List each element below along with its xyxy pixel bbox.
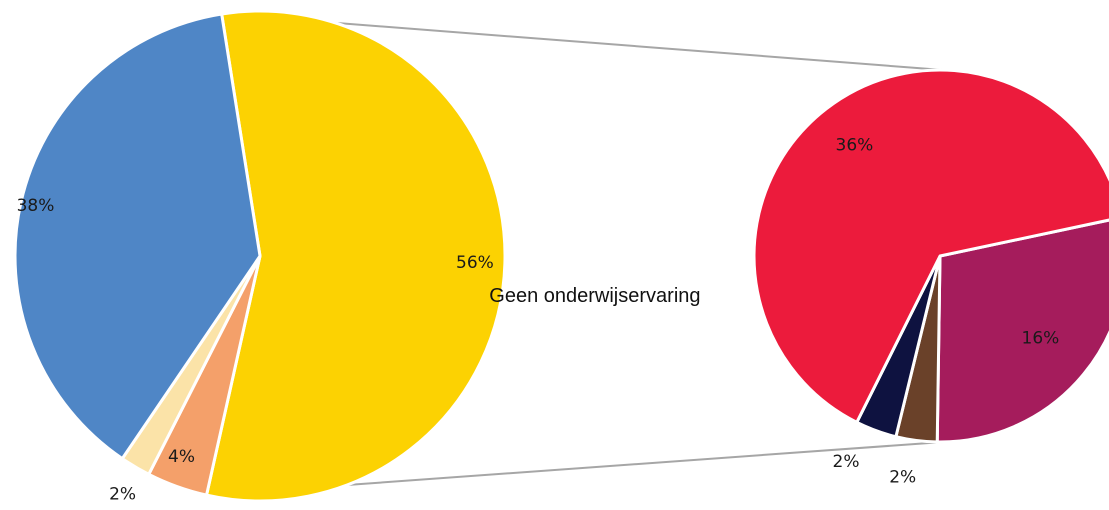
secondary-pie-value-label-3: 2%: [833, 452, 860, 472]
secondary-pie-value-label-1: 16%: [1022, 329, 1060, 349]
main-pie-value-label-1: 56%: [456, 253, 494, 273]
main-pie-value-label-4: 38%: [17, 196, 55, 216]
secondary-pie-value-label-4: 36%: [836, 135, 874, 155]
connector-line-top: [221, 13, 944, 72]
secondary-pie-slice-4: [752, 68, 1109, 424]
secondary-pie-value-label-2: 2%: [889, 467, 916, 487]
main-pie-slice-4: [13, 12, 262, 461]
main-pie-category-label-1: Geen onderwijservaring: [489, 285, 700, 307]
data-labels: 56% 4% 2% 38% 16% 2% 2% 36% Geen onderwijservari…: [17, 135, 1060, 504]
main-pie-slice-1: [205, 9, 507, 503]
main-pie-value-label-2: 4%: [168, 447, 195, 467]
main-pie-value-label-3: 2%: [109, 484, 136, 504]
main-pie: [13, 9, 507, 503]
secondary-pie-slice-1: [935, 218, 1109, 444]
secondary-pie: [752, 68, 1109, 444]
